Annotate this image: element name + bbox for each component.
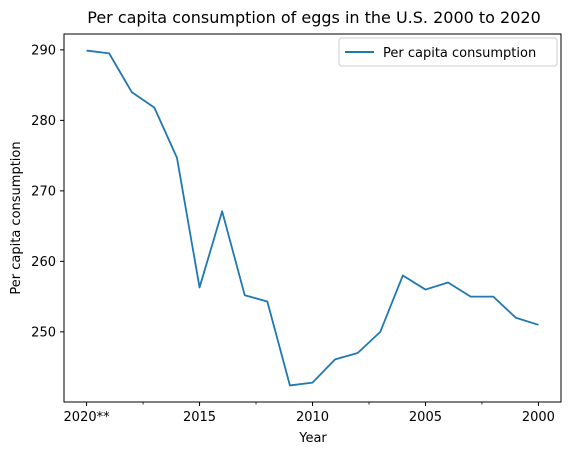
x-tick-label: 2010 [296,410,329,425]
y-tick-label: 250 [31,325,56,340]
x-tick-label: 2005 [409,410,442,425]
x-tick-label: 2020** [64,410,111,425]
y-axis-title: Per capita consumption [9,141,24,294]
series-line [86,49,539,387]
legend-box [338,37,558,67]
plot-area [63,33,562,403]
series-layer [86,49,539,387]
x-axis: 2020** 2015 2010 2005 2000 [64,402,555,425]
y-axis: 250 260 270 280 290 [31,43,64,340]
y-tick-label: 270 [31,184,56,199]
y-tick-label: 280 [31,114,56,129]
chart-title: Per capita consumption of eggs in the U.… [87,8,541,27]
legend-label: Per capita consumption [383,46,536,61]
y-tick-label: 290 [31,43,56,58]
y-tick-label: 260 [31,255,56,270]
x-tick-label: 2000 [522,410,555,425]
legend: Per capita consumption [338,37,558,67]
x-tick-label: 2015 [183,410,216,425]
x-axis-title: Year [298,431,327,446]
